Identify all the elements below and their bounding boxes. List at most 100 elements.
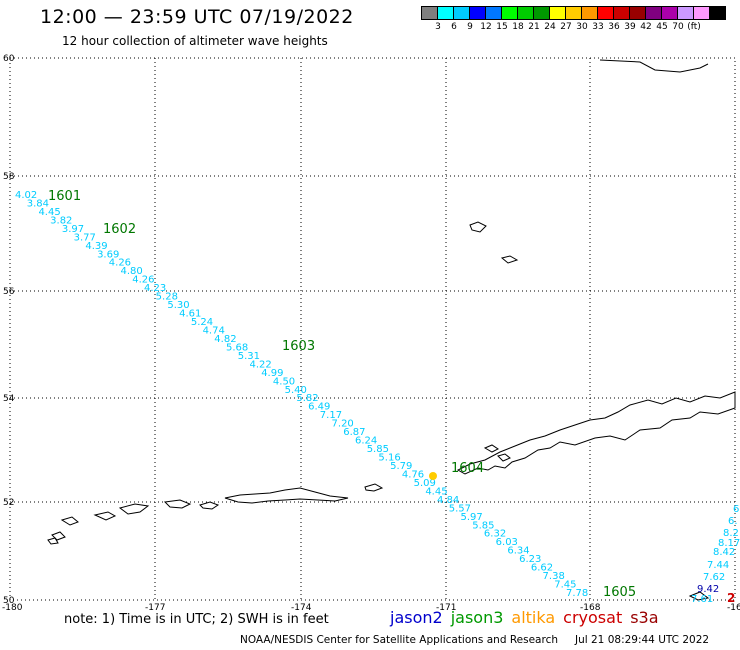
swh-value: 5.97 — [460, 512, 482, 523]
swh-value: 4.45 — [38, 207, 60, 218]
color-scale-label: (ft) — [687, 22, 701, 32]
color-scale-label: 70 — [672, 22, 684, 32]
land-outline — [47, 537, 59, 545]
lon-tick-label: -168 — [580, 603, 601, 613]
swh-value: 4.26 — [132, 275, 154, 286]
altika-marker — [429, 472, 437, 480]
track-id-label: 1601 — [48, 189, 81, 204]
color-scale-label: 36 — [608, 22, 620, 32]
color-scale-labels: 3 6 9 12 15 18 21 24 27 30 33 36 39 42 45 70 (ft) — [422, 22, 740, 36]
lat-tick-label: 54 — [3, 394, 15, 404]
coastline — [47, 59, 736, 601]
swh-value: 7.20 — [332, 419, 354, 430]
land-outline — [224, 487, 349, 504]
map-frame — [9, 57, 736, 601]
units-note: note: 1) Time is in UTC; 2) SWH is in fe… — [64, 612, 329, 627]
swh-value: 6.34 — [507, 546, 529, 557]
swh-value: 4.26 — [109, 258, 131, 269]
color-scale-label: 18 — [512, 22, 524, 32]
land-outline — [199, 501, 220, 510]
color-scale-label: 45 — [656, 22, 668, 32]
swh-value: 8.42 — [713, 547, 735, 558]
land-outline — [688, 591, 710, 601]
swh-value: 4.23 — [144, 283, 166, 294]
swh-value: 4.22 — [249, 359, 271, 370]
land-outline — [456, 391, 736, 475]
color-scale-label: 21 — [528, 22, 540, 32]
swh-value: 6. — [733, 504, 740, 515]
color-scale-label: 27 — [560, 22, 572, 32]
swh-value: 3.97 — [62, 224, 84, 235]
color-scale-label: 12 — [480, 22, 492, 32]
track-id-label: 1605 — [603, 585, 636, 600]
swh-value: 7.38 — [543, 571, 565, 582]
swh-value: 3.77 — [74, 232, 96, 243]
color-scale-label: 30 — [576, 22, 588, 32]
color-scale-label: 39 — [624, 22, 636, 32]
satellite-legend-altika: altika — [511, 608, 556, 627]
color-scale-label: 42 — [640, 22, 652, 32]
swh-value: 3.69 — [97, 249, 119, 260]
swh-value: 5.30 — [167, 300, 189, 311]
land-outline — [364, 483, 384, 492]
swh-value: 3.82 — [50, 215, 72, 226]
lon-tick-label: -180 — [2, 603, 23, 613]
satellite-legend: jason2 jason3 altika cryosat s3a — [390, 608, 667, 627]
land-outline — [599, 59, 709, 73]
swh-value: 4.82 — [214, 334, 236, 345]
lat-tick-label: 56 — [3, 287, 15, 297]
swh-value: 4.61 — [179, 309, 201, 320]
swh-value: 4.50 — [273, 376, 295, 387]
swh-value: 5.79 — [390, 461, 412, 472]
swh-value: 5.57 — [449, 503, 471, 514]
swh-value: 4.74 — [203, 325, 225, 336]
credit-line: NOAA/NESDIS Center for Satellite Applica… — [240, 634, 558, 646]
swh-value: 8.2 — [723, 528, 739, 539]
lon-tick-label: -16 — [727, 603, 740, 613]
swh-observations: 4.023.844.453.823.973.774.393.694.264.80… — [15, 190, 740, 605]
color-scale-label: 6 — [451, 22, 457, 32]
lat-tick-label: 60 — [3, 54, 15, 64]
color-scale-label: 9 — [467, 22, 473, 32]
color-scale-label: 33 — [592, 22, 604, 32]
track-id-labels: 1601 1602 1603 1604 1605 — [48, 189, 636, 600]
track-id-label: 1603 — [282, 339, 315, 354]
swh-value: 2 — [727, 591, 735, 605]
color-scale-label: 24 — [544, 22, 556, 32]
lat-tick-label: 58 — [3, 172, 15, 182]
swh-value: 6.62 — [531, 563, 553, 574]
swh-value: 4.76 — [402, 469, 424, 480]
swh-value: 5.68 — [226, 342, 248, 353]
satellite-legend-cryosat: cryosat — [563, 608, 623, 627]
swh-value: 7.62 — [703, 572, 725, 583]
swh-value: 7.78 — [566, 588, 588, 599]
swh-value: 5.85 — [472, 520, 494, 531]
swh-value: 7.61 — [691, 594, 713, 605]
swh-value: 4.39 — [85, 241, 107, 252]
color-scale-swatch — [709, 6, 726, 20]
swh-value: 8.17 — [718, 538, 740, 549]
swh-value: 5.85 — [367, 444, 389, 455]
axis-tick-labels: 60 58 56 54 52 50-180 -177 -174 -171 -168 -16 — [2, 54, 740, 613]
satellite-legend-s3a: s3a — [630, 608, 659, 627]
swh-value: 6. — [728, 516, 738, 527]
map-subtitle: 12 hour collection of altimeter wave hei… — [62, 34, 328, 48]
satellite-legend-jason2: jason2 — [390, 608, 443, 627]
swh-value: 7.17 — [320, 410, 342, 421]
lon-tick-label: -171 — [436, 603, 456, 613]
land-outline — [93, 511, 117, 521]
swh-value: 4.84 — [437, 495, 459, 506]
swh-value: 5.31 — [238, 351, 260, 362]
lat-tick-label: 50 — [3, 596, 15, 606]
color-scale-label: 3 — [435, 22, 441, 32]
swh-value: 4.99 — [261, 368, 283, 379]
swh-value: 6.32 — [484, 529, 506, 540]
swh-value: 4.80 — [121, 266, 143, 277]
swh-value: 6.03 — [496, 537, 518, 548]
land-outline — [469, 221, 487, 233]
lon-tick-label: -177 — [145, 603, 165, 613]
swh-value: 5.16 — [378, 453, 400, 464]
swh-value: 5.28 — [156, 292, 178, 303]
land-outline — [118, 503, 150, 515]
